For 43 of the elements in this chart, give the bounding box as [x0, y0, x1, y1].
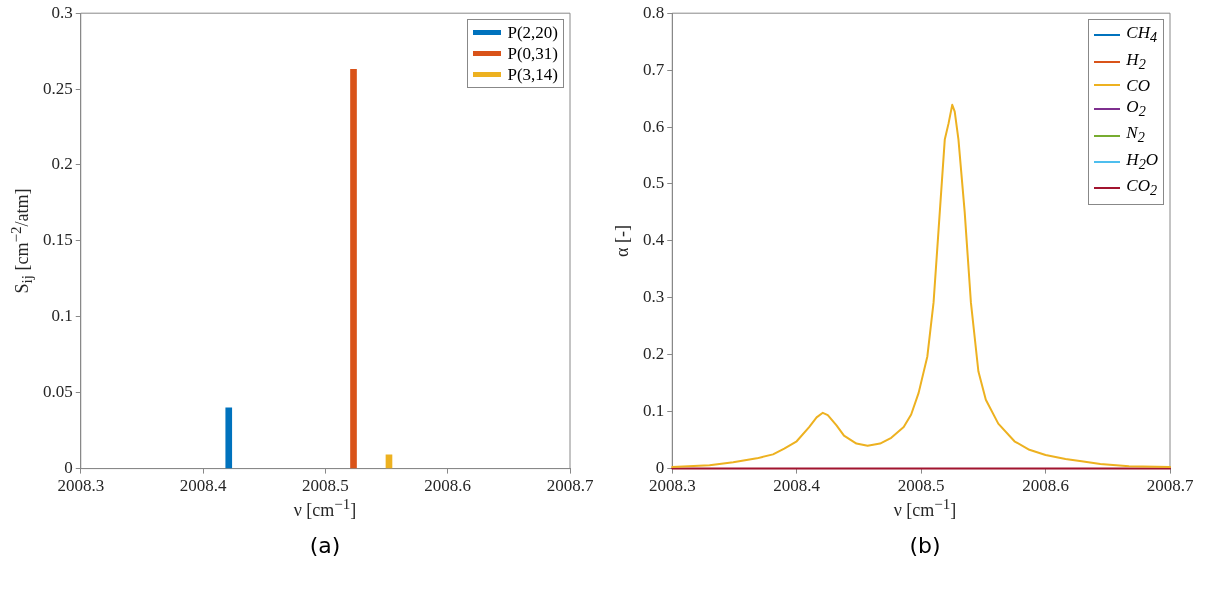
legend-label: CO — [1126, 74, 1150, 96]
x-tick-label: 2008.3 — [57, 476, 105, 496]
legend-label: O$_{2}$ — [1126, 95, 1146, 122]
y-tick-label: 0.4 — [643, 230, 665, 250]
y-tick-label: 0.6 — [643, 116, 665, 136]
x-tick-label: 2008.6 — [1022, 476, 1069, 496]
legend-label: N$_{2}$ — [1126, 122, 1145, 148]
x-tick-label: 2008.4 — [773, 476, 821, 496]
bar — [225, 407, 233, 469]
y-tick-label: 0.3 — [643, 287, 665, 307]
y-tick-label: 0.5 — [643, 173, 665, 193]
x-tick-label: 2008.6 — [424, 476, 472, 496]
y-axis-title: α [-] — [611, 224, 633, 257]
legend-label: P(2,20) — [507, 22, 558, 44]
x-tick-label: 2008.7 — [1146, 476, 1194, 496]
legend-label: P(0,31) — [507, 43, 558, 65]
x-tick-label: 2008.3 — [648, 476, 696, 496]
y-tick-label: 0.1 — [51, 306, 73, 326]
legend-label: CH$_{4}$ — [1126, 22, 1158, 48]
x-tick-label: 2008.5 — [302, 476, 349, 496]
y-tick-label: 0.8 — [643, 2, 665, 22]
y-tick-label: 0.15 — [43, 230, 73, 250]
legend-label: H$_{2}$ — [1126, 48, 1146, 74]
y-tick-label: 0.7 — [643, 59, 665, 79]
text: (b) — [908, 533, 942, 558]
x-tick-label: 2008.7 — [546, 476, 594, 496]
x-axis-title: ν [cm$^{−1}$] — [292, 496, 358, 521]
y-tick-label: 0.1 — [643, 401, 665, 421]
legend-label: CO$_{2}$ — [1126, 175, 1158, 201]
legend-label: H$_{2}$O — [1126, 148, 1158, 175]
text: (a) — [308, 533, 342, 558]
y-tick-label: 0.3 — [51, 2, 73, 22]
x-axis-title: ν [cm$^{−1}$] — [892, 496, 958, 521]
x-tick-label: 2008.5 — [897, 476, 945, 496]
y-tick-label: 0 — [655, 458, 665, 478]
x-tick-label: 2008.4 — [179, 476, 227, 496]
y-tick-label: 0.25 — [43, 78, 73, 98]
y-tick-label: 0.05 — [43, 382, 73, 402]
y-tick-label: 0 — [64, 458, 73, 478]
legend-label: P(3,14) — [507, 64, 558, 86]
y-tick-label: 0.2 — [643, 344, 665, 364]
y-tick-label: 0.2 — [51, 154, 73, 174]
bar — [350, 69, 357, 469]
